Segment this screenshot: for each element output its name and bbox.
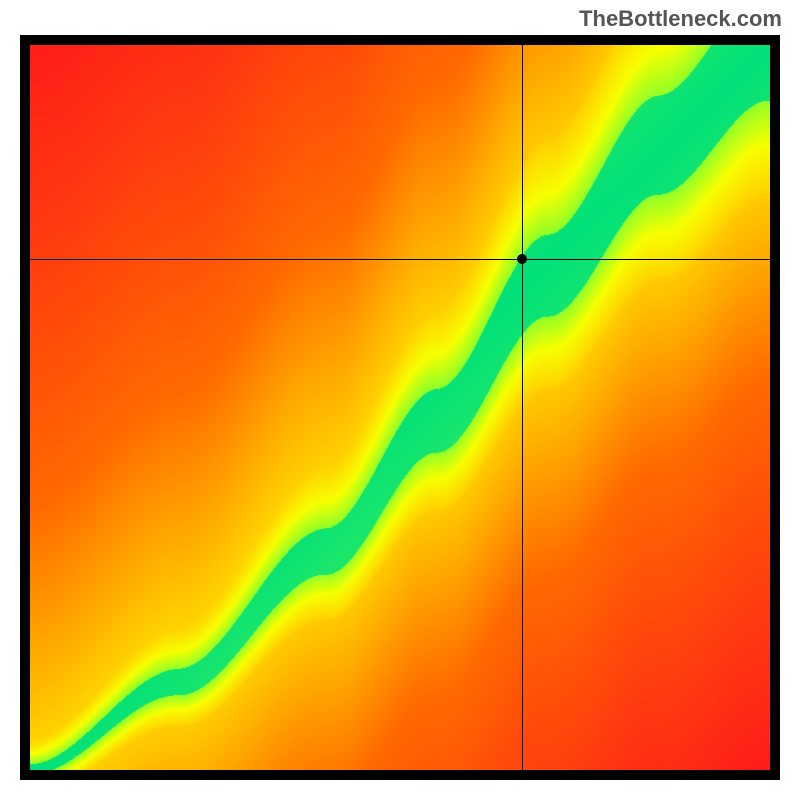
heatmap-canvas — [30, 45, 770, 770]
crosshair-vertical — [522, 45, 523, 770]
crosshair-horizontal — [30, 259, 770, 260]
watermark-text: TheBottleneck.com — [579, 6, 782, 32]
heatmap-plot — [30, 45, 770, 770]
chart-frame — [20, 35, 780, 780]
crosshair-marker — [517, 254, 527, 264]
